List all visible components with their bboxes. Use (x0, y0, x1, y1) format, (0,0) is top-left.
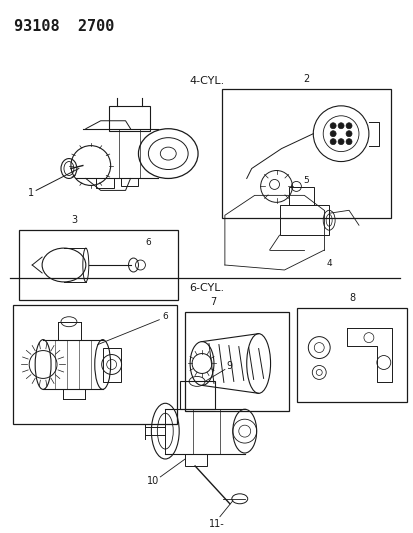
Circle shape (345, 131, 351, 136)
Circle shape (330, 123, 335, 129)
Bar (279, 205, 328, 235)
Text: 6-CYL.: 6-CYL. (189, 283, 224, 293)
Text: 11-: 11- (209, 519, 224, 529)
Text: 2: 2 (302, 74, 309, 84)
Text: 10: 10 (147, 476, 159, 486)
Bar (108, 106, 150, 131)
Bar (102, 348, 120, 382)
Bar (221, 89, 390, 218)
Text: 5: 5 (303, 176, 309, 185)
Text: 4-CYL.: 4-CYL. (189, 76, 224, 86)
Circle shape (330, 131, 335, 136)
Bar (95, 179, 113, 188)
Circle shape (345, 139, 351, 144)
Text: 93108  2700: 93108 2700 (14, 19, 114, 34)
Circle shape (345, 123, 351, 129)
Text: 7: 7 (209, 297, 216, 307)
Bar (297, 308, 406, 402)
Bar (180, 382, 214, 409)
Text: 1: 1 (28, 188, 34, 198)
Text: 4: 4 (325, 259, 331, 268)
Bar (120, 179, 138, 187)
Bar (185, 454, 206, 466)
Bar (13, 305, 177, 424)
Bar (19, 230, 178, 300)
Text: 8: 8 (348, 293, 354, 303)
Circle shape (330, 139, 335, 144)
Bar (289, 188, 313, 205)
Text: 6: 6 (145, 238, 151, 247)
Text: 9: 9 (226, 361, 233, 372)
Circle shape (337, 123, 343, 129)
Circle shape (337, 139, 343, 144)
Text: 6: 6 (162, 312, 168, 321)
Text: 3: 3 (71, 215, 77, 225)
Bar (185, 312, 289, 411)
